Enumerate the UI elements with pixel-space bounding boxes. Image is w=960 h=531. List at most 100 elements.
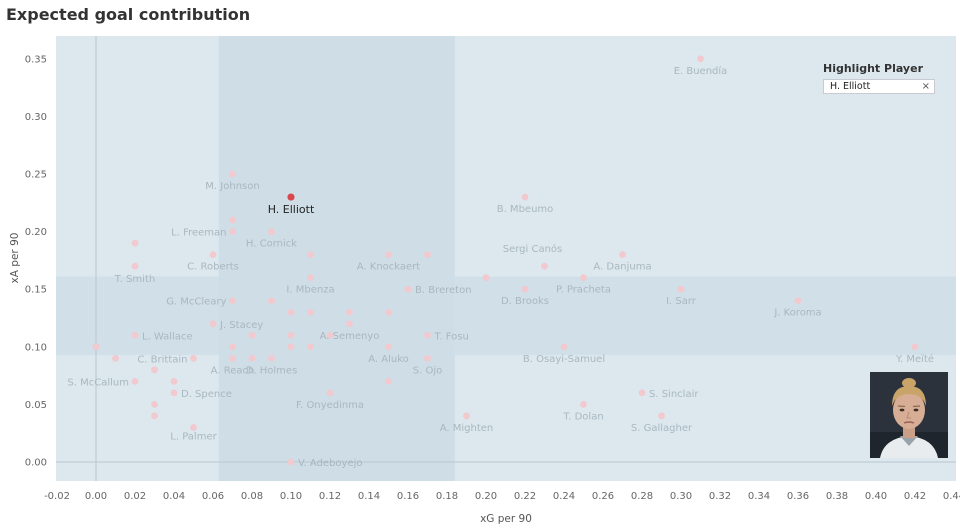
data-point[interactable] — [541, 262, 548, 270]
data-point[interactable] — [229, 354, 236, 362]
data-point[interactable] — [287, 458, 295, 466]
data-point[interactable] — [131, 377, 139, 385]
data-point[interactable] — [307, 343, 314, 351]
data-point[interactable] — [346, 308, 353, 316]
point-label: D. Holmes — [246, 365, 298, 376]
data-point[interactable] — [248, 354, 256, 362]
data-point[interactable] — [151, 401, 158, 408]
clear-icon[interactable]: × — [921, 81, 930, 92]
point-label: A. Knockaert — [357, 262, 421, 273]
data-point[interactable] — [658, 412, 665, 420]
x-axis-label: xG per 90 — [480, 513, 532, 525]
x-tick-label: 0.00 — [85, 491, 107, 502]
data-point[interactable] — [619, 251, 626, 259]
point-label: J. Koroma — [773, 308, 821, 319]
data-point[interactable] — [580, 274, 587, 282]
data-point[interactable] — [697, 55, 704, 63]
point-label: P. Pracheta — [556, 285, 611, 296]
x-tick-label: 0.44 — [943, 491, 960, 502]
data-point[interactable] — [131, 331, 139, 339]
x-tick-label: 0.12 — [319, 491, 341, 502]
data-point[interactable] — [424, 251, 431, 259]
data-point[interactable] — [911, 343, 919, 351]
y-tick-label: 0.20 — [25, 227, 47, 238]
point-labels: E. Buendía M. Johnson H. Elliott B. Mbeumo L… — [67, 65, 934, 469]
data-point[interactable] — [92, 343, 100, 351]
point-label: B. Brereton — [415, 285, 472, 296]
data-point[interactable] — [248, 331, 256, 339]
data-point[interactable] — [424, 331, 431, 339]
point-label: B. Osayi-Samuel — [523, 354, 605, 365]
data-point[interactable] — [521, 285, 529, 293]
data-point[interactable] — [229, 228, 236, 236]
data-point[interactable] — [638, 389, 646, 397]
point-label: C. Roberts — [187, 262, 239, 273]
data-point[interactable] — [151, 366, 158, 374]
x-tick-label: 0.20 — [475, 491, 497, 502]
x-reference-band — [218, 36, 455, 481]
data-point[interactable] — [560, 343, 568, 351]
data-point[interactable] — [131, 239, 139, 247]
x-tick-label: 0.24 — [553, 491, 575, 502]
x-tick-label: 0.42 — [904, 491, 926, 502]
data-point[interactable] — [385, 343, 392, 351]
data-point[interactable] — [229, 343, 236, 351]
data-point[interactable] — [326, 331, 334, 339]
player-portrait-icon — [870, 372, 948, 458]
data-point[interactable] — [385, 308, 392, 316]
x-tick-label: 0.34 — [748, 491, 770, 502]
x-tick-label: -0.02 — [44, 491, 70, 502]
data-point-highlighted[interactable] — [287, 193, 295, 201]
data-point[interactable] — [404, 285, 412, 293]
data-point[interactable] — [580, 401, 587, 408]
x-tick-label: 0.22 — [514, 491, 536, 502]
data-point[interactable] — [151, 412, 158, 420]
data-point[interactable] — [521, 193, 529, 201]
data-point[interactable] — [229, 170, 236, 178]
point-label: D. Brooks — [501, 296, 549, 307]
data-point[interactable] — [326, 389, 334, 397]
x-tick-label: 0.32 — [709, 491, 731, 502]
x-tick-label: 0.04 — [163, 491, 185, 502]
plot-area — [56, 36, 956, 481]
data-point[interactable] — [190, 424, 197, 431]
point-label: Y. Meïté — [895, 353, 934, 365]
point-label: L. Palmer — [170, 431, 217, 442]
data-point[interactable] — [287, 331, 295, 339]
data-points — [92, 55, 919, 466]
data-point[interactable] — [190, 354, 197, 362]
data-point[interactable] — [307, 308, 314, 316]
point-label: D. Spence — [181, 389, 232, 400]
y-tick-label: 0.10 — [25, 342, 47, 353]
data-point[interactable] — [268, 297, 275, 305]
data-point[interactable] — [112, 354, 119, 362]
data-point[interactable] — [209, 320, 217, 328]
x-tick-label: 0.28 — [631, 491, 653, 502]
data-point[interactable] — [287, 343, 295, 351]
data-point[interactable] — [209, 251, 217, 259]
data-point[interactable] — [268, 354, 275, 362]
x-tick-label: 0.14 — [358, 491, 380, 502]
data-point[interactable] — [131, 262, 139, 270]
x-tick-label: 0.36 — [787, 491, 809, 502]
data-point[interactable] — [229, 216, 236, 224]
data-point[interactable] — [229, 297, 236, 305]
data-point[interactable] — [287, 308, 295, 316]
point-label: B. Mbeumo — [497, 204, 554, 215]
data-point[interactable] — [170, 377, 178, 385]
y-tick-label: 0.15 — [25, 285, 47, 296]
data-point[interactable] — [307, 251, 314, 259]
data-point[interactable] — [268, 228, 275, 236]
data-point[interactable] — [385, 377, 392, 385]
data-point[interactable] — [677, 285, 685, 293]
highlight-player-input[interactable]: H. Elliott × — [823, 79, 935, 94]
data-point[interactable] — [307, 274, 314, 282]
data-point[interactable] — [794, 297, 802, 305]
data-point[interactable] — [385, 251, 392, 259]
point-label: G. McCleary — [166, 297, 226, 308]
data-point[interactable] — [463, 412, 470, 420]
data-point[interactable] — [170, 389, 178, 397]
data-point[interactable] — [482, 274, 490, 282]
data-point[interactable] — [424, 354, 431, 362]
data-point[interactable] — [346, 320, 353, 328]
